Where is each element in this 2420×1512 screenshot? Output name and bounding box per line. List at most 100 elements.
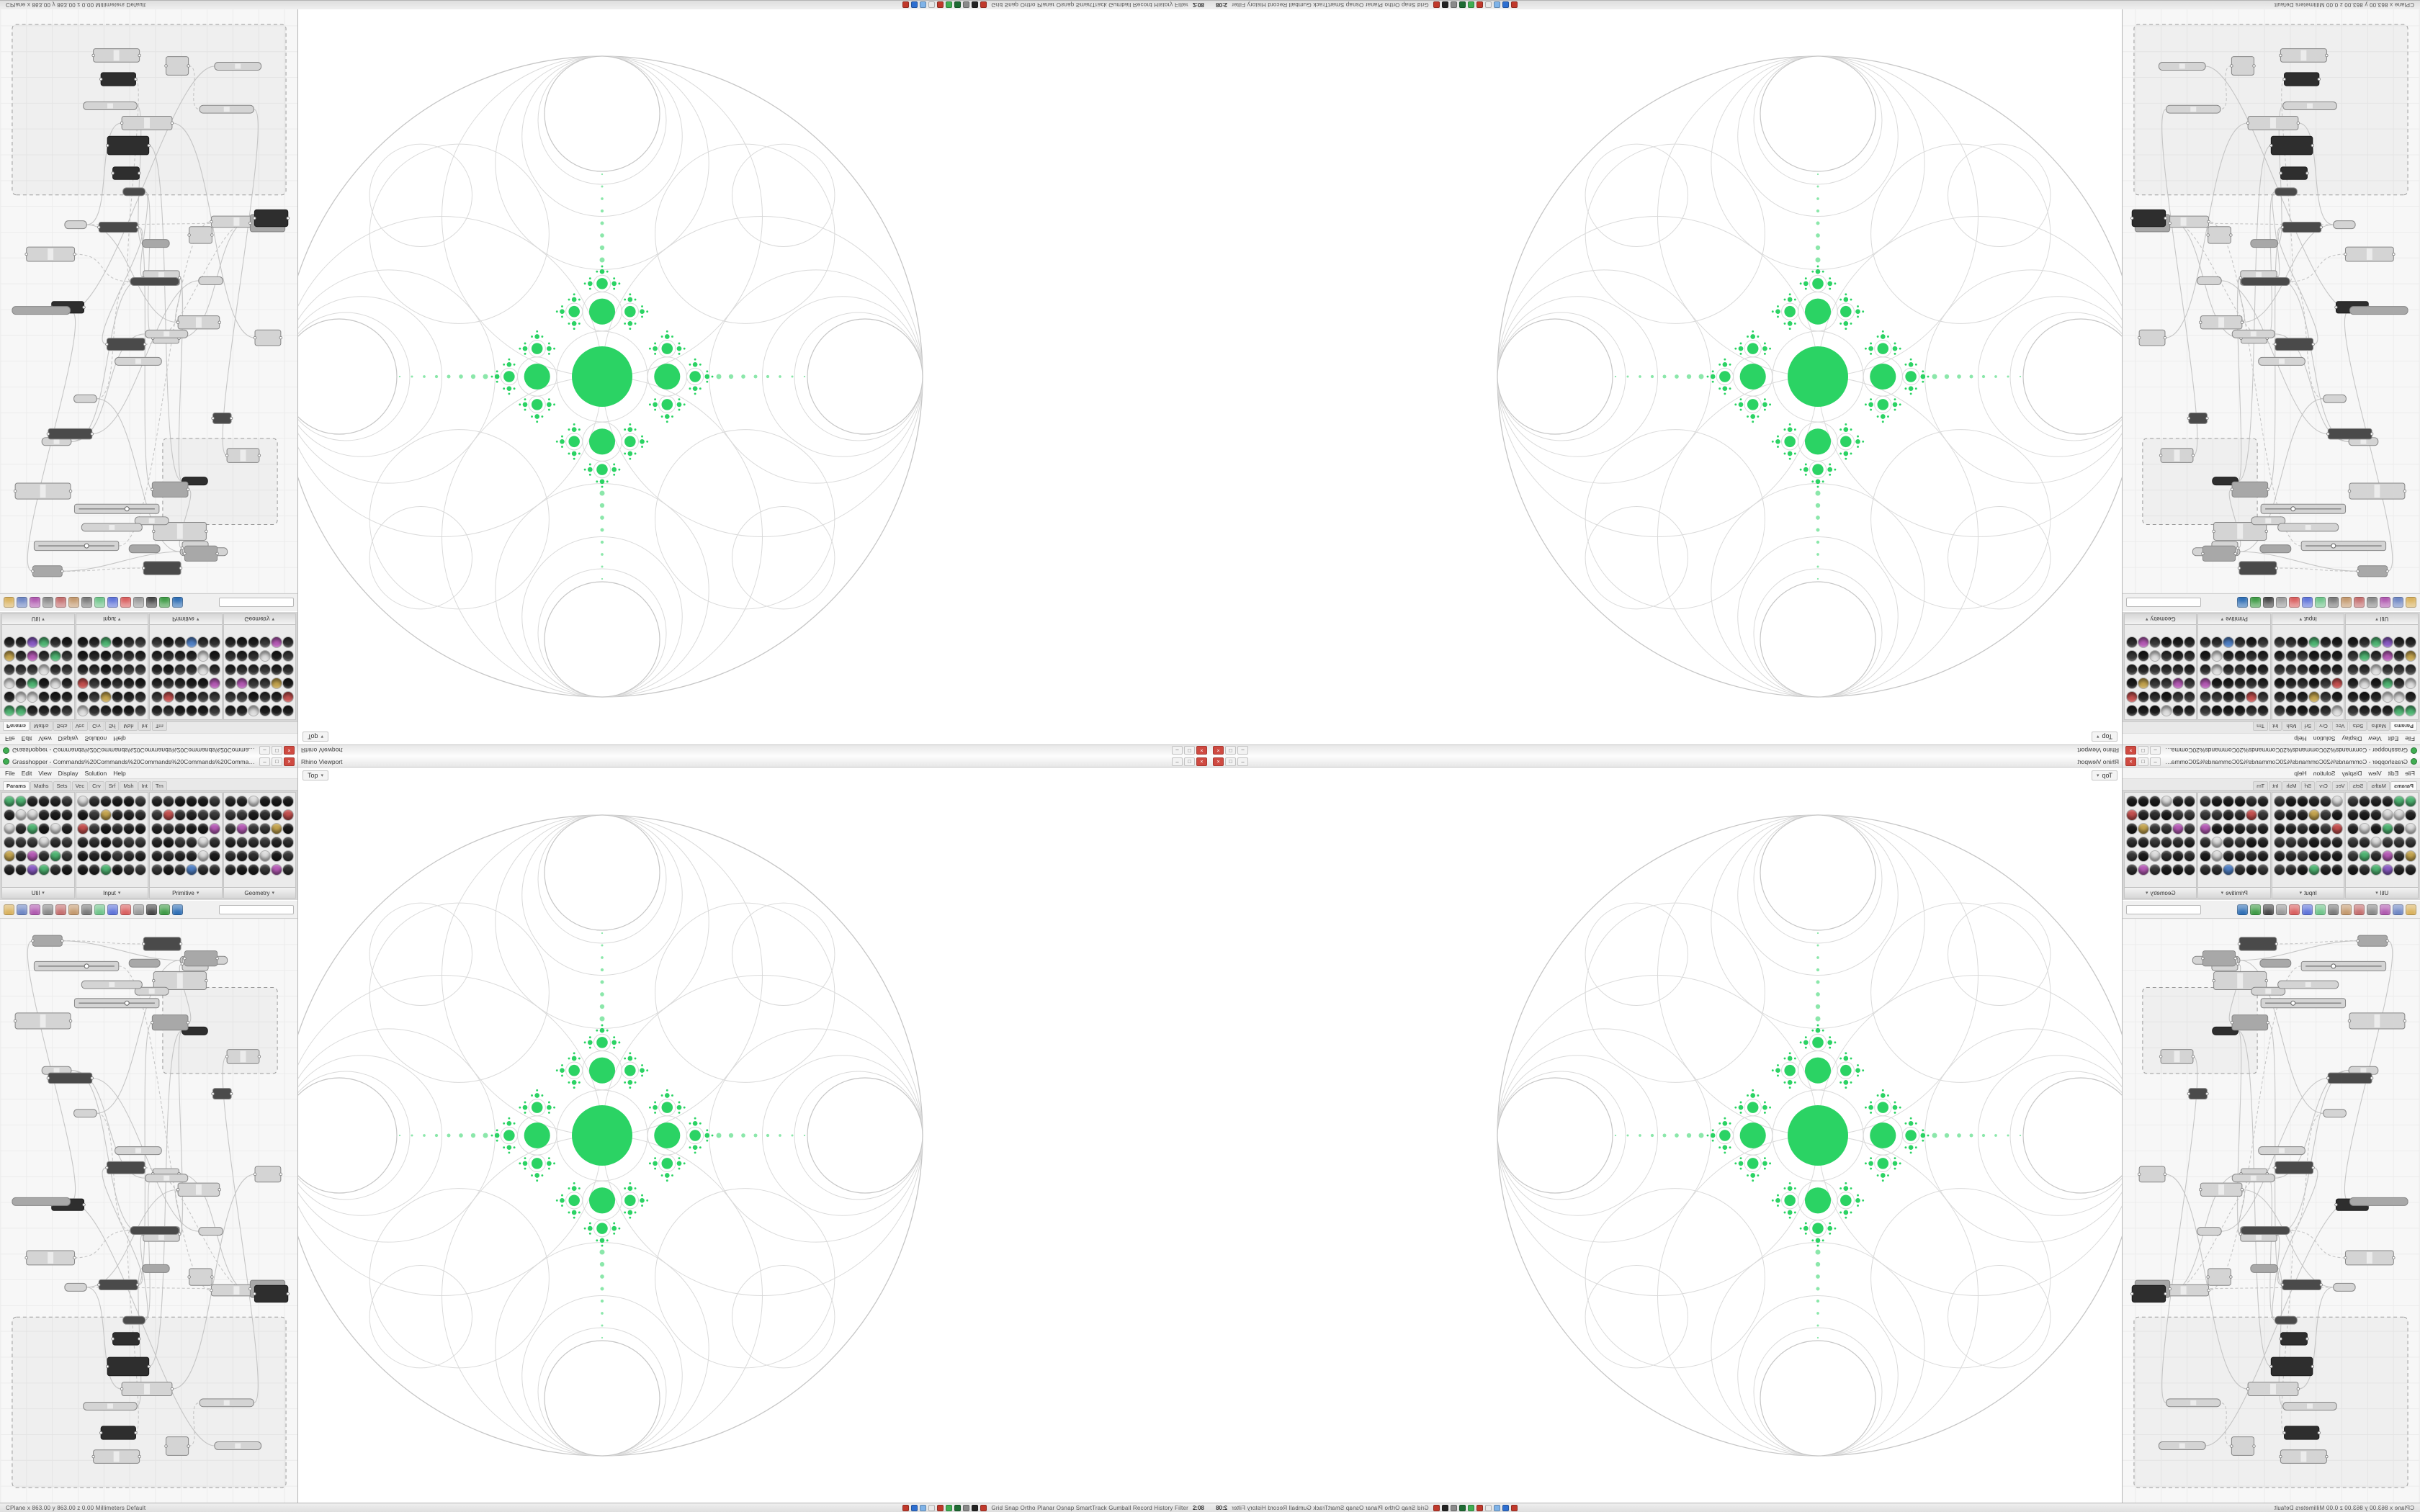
component-icon[interactable] xyxy=(2320,637,2331,648)
component-icon[interactable] xyxy=(248,796,259,806)
component-icon[interactable] xyxy=(2320,823,2331,834)
component-icon[interactable] xyxy=(2138,850,2148,861)
settings-tray-icon[interactable] xyxy=(963,1,970,9)
component-icon[interactable] xyxy=(2320,864,2331,875)
component-icon[interactable] xyxy=(2126,637,2137,648)
menu-view[interactable]: View xyxy=(2368,735,2382,743)
gh-node[interactable] xyxy=(48,428,93,440)
component-icon[interactable] xyxy=(272,692,282,703)
node-output-port[interactable] xyxy=(2282,1431,2286,1435)
component-icon[interactable] xyxy=(163,837,174,847)
component-icon[interactable] xyxy=(2200,809,2211,820)
component-icon[interactable] xyxy=(209,837,220,847)
component-icon[interactable] xyxy=(2348,706,2359,716)
component-icon[interactable] xyxy=(151,837,162,847)
component-icon[interactable] xyxy=(2172,850,2183,861)
component-icon[interactable] xyxy=(2149,678,2160,689)
tab-srf[interactable]: Srf xyxy=(2300,781,2316,790)
window-tray-icon[interactable] xyxy=(1484,1,1492,9)
component-icon[interactable] xyxy=(61,678,72,689)
component-icon[interactable] xyxy=(124,850,135,861)
gh-node[interactable] xyxy=(151,481,189,498)
component-icon[interactable] xyxy=(2297,823,2308,834)
gh-node[interactable] xyxy=(2231,1014,2269,1031)
node-group-frame[interactable] xyxy=(12,1316,287,1488)
node-input-port[interactable] xyxy=(2311,143,2315,148)
node-input-port[interactable] xyxy=(46,1076,50,1080)
node-output-port[interactable] xyxy=(2273,1166,2277,1170)
component-icon[interactable] xyxy=(101,837,112,847)
node-output-port[interactable] xyxy=(2347,1019,2352,1023)
component-icon[interactable] xyxy=(2274,678,2285,689)
component-icon[interactable] xyxy=(209,637,220,648)
component-icon[interactable] xyxy=(272,637,282,648)
object-manager-icon[interactable] xyxy=(2237,904,2248,915)
component-icon[interactable] xyxy=(2149,665,2160,675)
component-icon[interactable] xyxy=(2285,678,2296,689)
tab-maths[interactable]: Maths xyxy=(30,781,53,790)
component-icon[interactable] xyxy=(50,692,60,703)
component-icon[interactable] xyxy=(2320,665,2331,675)
component-icon[interactable] xyxy=(272,665,282,675)
component-icon[interactable] xyxy=(2212,796,2223,806)
node-input-port[interactable] xyxy=(2319,225,2323,229)
wire-display-icon[interactable] xyxy=(133,904,144,915)
node-output-port[interactable] xyxy=(186,487,190,491)
canvas-search-input[interactable] xyxy=(219,598,294,608)
pan-icon[interactable] xyxy=(2354,904,2365,915)
node-output-port[interactable] xyxy=(2280,225,2285,229)
node-output-port[interactable] xyxy=(73,1256,76,1260)
component-icon[interactable] xyxy=(2223,692,2234,703)
component-icon[interactable] xyxy=(260,837,271,847)
node-input-port[interactable] xyxy=(2403,1019,2407,1023)
palette-section-labelbar[interactable]: Input ▾ xyxy=(2272,887,2344,898)
gh-node[interactable] xyxy=(2202,950,2236,967)
component-icon[interactable] xyxy=(2394,864,2405,875)
viewport-canvas[interactable]: Top ▾ xyxy=(298,768,1210,1503)
sketch-icon[interactable] xyxy=(68,597,79,608)
component-icon[interactable] xyxy=(186,864,197,875)
component-icon[interactable] xyxy=(260,692,271,703)
component-icon[interactable] xyxy=(124,651,135,662)
component-icon[interactable] xyxy=(248,692,259,703)
component-icon[interactable] xyxy=(163,651,174,662)
component-icon[interactable] xyxy=(2235,796,2246,806)
node-input-port[interactable] xyxy=(253,216,256,220)
node-output-port[interactable] xyxy=(2246,121,2250,125)
node-input-port[interactable] xyxy=(2164,1292,2167,1296)
component-icon[interactable] xyxy=(101,864,112,875)
media-tray-icon[interactable] xyxy=(1476,1504,1483,1511)
component-icon[interactable] xyxy=(135,706,146,716)
component-icon[interactable] xyxy=(151,651,162,662)
tab-maths[interactable]: Maths xyxy=(30,722,53,731)
component-icon[interactable] xyxy=(15,823,26,834)
group-icon[interactable] xyxy=(94,904,105,915)
gh-node[interactable] xyxy=(32,935,63,947)
component-icon[interactable] xyxy=(2246,850,2257,861)
component-icon[interactable] xyxy=(61,850,72,861)
menu-edit[interactable]: Edit xyxy=(2388,735,2399,743)
gh-node[interactable] xyxy=(2131,209,2166,228)
palette-section-labelbar[interactable]: Input ▾ xyxy=(76,887,148,898)
component-icon[interactable] xyxy=(101,796,112,806)
cluster-icon[interactable] xyxy=(107,904,118,915)
component-icon[interactable] xyxy=(272,796,282,806)
tab-maths[interactable]: Maths xyxy=(2367,722,2390,731)
node-output-port[interactable] xyxy=(218,320,221,324)
node-input-port[interactable] xyxy=(2240,1188,2244,1192)
node-input-port[interactable] xyxy=(97,225,101,229)
component-icon[interactable] xyxy=(197,837,208,847)
component-icon[interactable] xyxy=(225,809,236,820)
component-icon[interactable] xyxy=(2246,809,2257,820)
component-icon[interactable] xyxy=(124,637,135,648)
component-icon[interactable] xyxy=(163,678,174,689)
node-output-port[interactable] xyxy=(2130,216,2134,220)
component-icon[interactable] xyxy=(135,809,146,820)
component-icon[interactable] xyxy=(2246,864,2257,875)
node-input-port[interactable] xyxy=(2264,529,2268,534)
component-icon[interactable] xyxy=(4,665,14,675)
gh-node[interactable] xyxy=(2275,187,2298,197)
component-icon[interactable] xyxy=(2274,850,2285,861)
terminal-tray-icon[interactable] xyxy=(1441,1,1448,9)
zoom-extents-icon[interactable] xyxy=(30,597,40,608)
